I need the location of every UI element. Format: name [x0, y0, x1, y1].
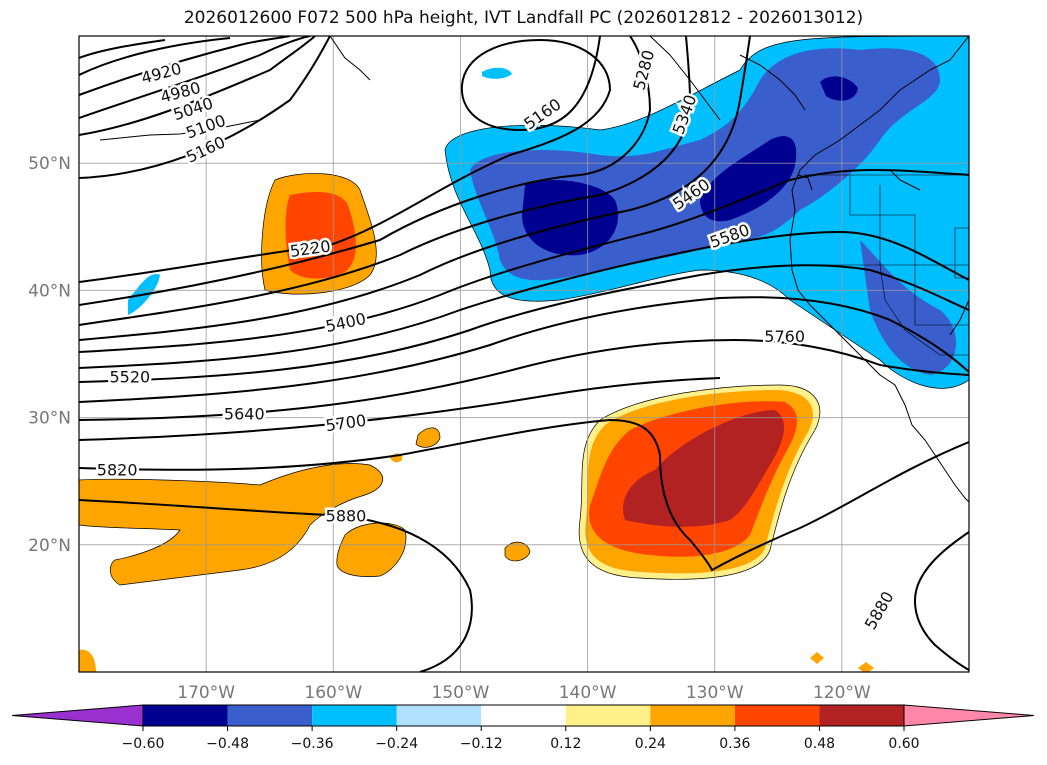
colorbar-segment: [227, 705, 313, 726]
contour-label: 5700: [324, 411, 367, 435]
colorbar-tick-label: −0.36: [291, 736, 334, 752]
colorbar-tick-label: 0.12: [550, 736, 581, 752]
colorbar-segment: [819, 705, 904, 726]
map-plot-area: 4920498050405100516051605220528053405400…: [79, 36, 969, 672]
contour-label: 5760: [764, 327, 805, 346]
latitude-tick-label: 30°N: [28, 409, 71, 429]
longitude-labels: 170°W 160°W 150°W 140°W 130°W 120°W: [177, 683, 871, 703]
colorbar-segment: [650, 705, 735, 726]
longitude-tick-label: 160°W: [304, 683, 362, 703]
longitude-tick-label: 140°W: [559, 683, 617, 703]
colorbar-tick-label: −0.48: [206, 736, 249, 752]
colorbar-tick-label: 0.48: [804, 736, 835, 752]
latitude-tick-label: 50°N: [28, 154, 71, 174]
colorbar-tick-label: −0.24: [375, 736, 418, 752]
longitude-tick-label: 170°W: [177, 683, 235, 703]
longitude-tick-label: 130°W: [686, 683, 744, 703]
longitude-tick-label: 150°W: [432, 683, 490, 703]
contour-label: 5520: [109, 368, 150, 387]
colorbar-segment: [481, 705, 566, 726]
positive-anomaly-shading: [79, 173, 874, 672]
colorbar-tick-label: 0.36: [719, 736, 750, 752]
colorbar-tick-label: 0.60: [888, 736, 919, 752]
latitude-labels: 20°N 30°N 40°N 50°N: [28, 154, 71, 556]
map-title: 2026012600 F072 500 hPa height, IVT Land…: [183, 8, 864, 28]
longitude-tick-label: 120°W: [813, 683, 871, 703]
colorbar-segment: [565, 705, 651, 726]
colorbar-segment: [312, 705, 397, 726]
colorbar-tick-label: −0.60: [122, 736, 165, 752]
latitude-tick-label: 40°N: [28, 281, 71, 301]
contour-label: 5820: [97, 461, 138, 480]
colorbar-min-extension: [11, 704, 144, 727]
colorbar-tick-label: −0.12: [460, 736, 503, 752]
height-contours: [79, 36, 969, 672]
colorbar-segment: [734, 705, 820, 726]
latitude-tick-label: 20°N: [28, 536, 71, 556]
colorbar-outline: [142, 704, 905, 727]
coastlines: [99, 36, 969, 503]
colorbar-max-extension: [903, 704, 1035, 727]
contour-label: 5880: [326, 506, 367, 525]
colorbar: −0.60 −0.48 −0.36 −0.24 −0.12 0.12 0.24 0.36 0.4…: [11, 704, 1035, 752]
contour-label: 5640: [224, 405, 265, 424]
map-frame: [78, 35, 970, 673]
colorbar-tick-label: 0.24: [635, 736, 666, 752]
colorbar-segment: [396, 705, 482, 726]
colorbar-segment: [143, 705, 228, 726]
